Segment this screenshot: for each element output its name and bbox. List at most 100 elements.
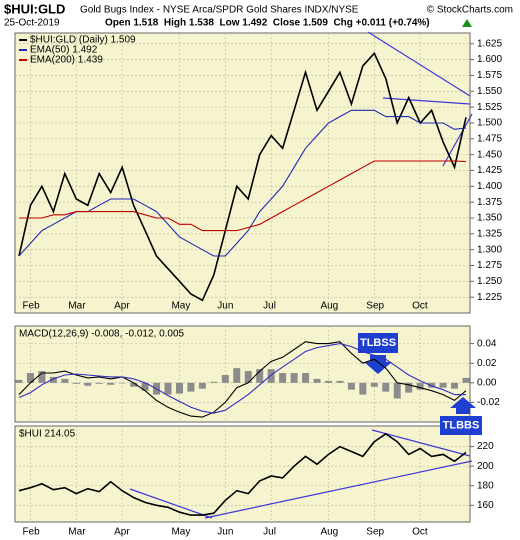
- histogram-bar: [141, 382, 149, 391]
- y-tick-label: 1.500: [477, 118, 502, 129]
- histogram-bar: [26, 373, 34, 383]
- trendline: [442, 113, 473, 167]
- annotation-box: [358, 333, 398, 353]
- histogram-bar: [84, 382, 92, 386]
- trendline: [371, 429, 471, 457]
- y-tick-label: -0.02: [477, 397, 500, 408]
- y-tick-label: 1.250: [477, 276, 502, 287]
- annotation: TLBSS: [360, 337, 396, 349]
- y-tick-label: 0.00: [477, 377, 497, 388]
- histogram-bar: [256, 369, 264, 383]
- series-line: [18, 51, 467, 302]
- y-tick-label: 1.225: [477, 292, 502, 303]
- y-tick-label: 1.550: [477, 86, 502, 97]
- histogram-bar: [244, 371, 252, 383]
- histogram-bar: [164, 382, 172, 395]
- x-tick-label: Mar: [68, 301, 86, 312]
- histogram-bar: [405, 382, 413, 393]
- histogram-bar: [382, 382, 390, 392]
- y-tick-label: 1.275: [477, 260, 502, 271]
- histogram-bar: [279, 373, 287, 383]
- x-tick-label: Oct: [412, 527, 428, 538]
- y-tick-label: 1.600: [477, 54, 502, 65]
- histogram-bar: [198, 382, 206, 389]
- series-line: [19, 160, 467, 232]
- histogram-bar: [416, 382, 424, 390]
- arrow: [364, 355, 392, 374]
- y-tick-label: 1.475: [477, 133, 502, 144]
- histogram-bar: [370, 382, 378, 387]
- y-tick-label: 1.400: [477, 181, 502, 192]
- y-tick-label: 1.300: [477, 244, 502, 255]
- series-line: [18, 343, 466, 414]
- y-tick-label: 1.575: [477, 70, 502, 81]
- x-tick-label: Sep: [366, 527, 384, 538]
- histogram-bar: [290, 373, 298, 383]
- y-tick-label: 0.02: [477, 358, 497, 369]
- histogram-bar: [336, 380, 344, 383]
- histogram-bar: [95, 382, 103, 384]
- y-tick-label: 1.375: [477, 197, 502, 208]
- histogram-bar: [302, 373, 310, 383]
- series-line: [18, 109, 467, 257]
- x-tick-label: May: [171, 527, 190, 538]
- trendline: [204, 460, 473, 519]
- series-line: [18, 432, 467, 516]
- histogram-bar: [175, 382, 183, 394]
- x-tick-label: Feb: [22, 301, 40, 312]
- y-tick-label: 1.450: [477, 149, 502, 160]
- y-tick-label: 1.325: [477, 228, 502, 239]
- x-tick-label: May: [171, 301, 190, 312]
- x-tick-label: Sep: [366, 301, 384, 312]
- histogram-bar: [233, 368, 241, 383]
- series-line: [18, 341, 467, 418]
- histogram-bar: [49, 376, 57, 383]
- date: 25-Oct-2019: [4, 18, 60, 29]
- x-tick-label: Oct: [412, 301, 428, 312]
- y-tick-label: 200: [477, 461, 494, 472]
- histogram-bar: [393, 382, 401, 399]
- macd-panel: [14, 325, 471, 423]
- y-tick-label: 1.625: [477, 38, 502, 49]
- legend-label: $HUI:GLD (Daily) 1.509: [30, 35, 136, 46]
- histogram-bar: [267, 369, 275, 383]
- histogram-bar: [313, 378, 321, 383]
- histogram-bar: [221, 374, 229, 383]
- x-tick-label: Aug: [320, 301, 338, 312]
- trendline: [129, 488, 213, 519]
- annotation-box: [440, 416, 482, 435]
- x-tick-label: Apr: [114, 527, 130, 538]
- y-tick-label: 160: [477, 500, 494, 511]
- credit: © StockCharts.com: [427, 5, 513, 16]
- x-tick-label: Mar: [68, 527, 86, 538]
- histogram-bar: [61, 378, 69, 383]
- y-tick-label: 180: [477, 480, 494, 491]
- x-tick-label: Jun: [217, 301, 233, 312]
- price-panel: [14, 32, 471, 314]
- x-tick-label: Aug: [320, 527, 338, 538]
- histogram-bar: [130, 382, 138, 387]
- x-tick-label: Feb: [22, 527, 40, 538]
- trendline: [382, 97, 471, 105]
- histogram-bar: [451, 382, 459, 389]
- legend-label: EMA(50) 1.492: [30, 45, 98, 56]
- histogram-bar: [38, 371, 46, 383]
- histogram-bar: [462, 377, 470, 383]
- histogram-bar: [15, 379, 23, 383]
- histogram-bar: [210, 381, 218, 383]
- panel-title: $HUI 214.05: [19, 429, 76, 440]
- up-icon: [462, 19, 472, 27]
- y-tick-label: 220: [477, 441, 494, 452]
- histogram-bar: [72, 382, 80, 384]
- x-tick-label: Jun: [217, 527, 233, 538]
- y-tick-label: 0.04: [477, 338, 497, 349]
- x-tick-label: Apr: [114, 301, 130, 312]
- quote: Open 1.518 High 1.538 Low 1.492 Close 1.…: [105, 18, 430, 29]
- histogram-bar: [107, 382, 115, 385]
- legend-label: EMA(200) 1.439: [30, 55, 103, 66]
- histogram-bar: [187, 382, 195, 392]
- y-tick-label: 1.350: [477, 213, 502, 224]
- x-tick-label: Jul: [263, 527, 276, 538]
